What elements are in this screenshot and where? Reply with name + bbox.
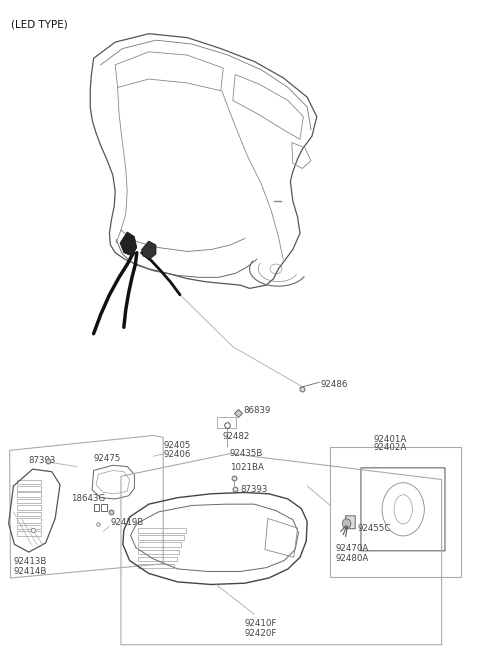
- Bar: [138, 528, 186, 533]
- Text: 87393: 87393: [240, 485, 267, 494]
- Bar: [17, 492, 41, 497]
- Bar: [17, 525, 41, 529]
- Bar: [17, 531, 41, 536]
- Text: 92405: 92405: [163, 441, 191, 450]
- Text: 1021BA: 1021BA: [230, 463, 264, 472]
- Bar: [138, 542, 181, 547]
- Bar: [17, 518, 41, 523]
- Bar: [17, 480, 41, 484]
- FancyBboxPatch shape: [346, 516, 355, 529]
- Text: 92406: 92406: [163, 450, 191, 459]
- Bar: [217, 417, 236, 428]
- Text: (LED TYPE): (LED TYPE): [11, 19, 67, 29]
- Text: 92401A: 92401A: [373, 435, 407, 444]
- Text: 92455C: 92455C: [358, 524, 391, 533]
- Bar: [138, 564, 174, 568]
- Text: 92475: 92475: [94, 454, 121, 463]
- Text: 87393: 87393: [29, 456, 56, 465]
- Bar: [17, 512, 41, 516]
- Text: 92410F: 92410F: [245, 619, 277, 628]
- Text: 92414B: 92414B: [13, 567, 47, 576]
- Bar: [17, 499, 41, 503]
- Bar: [101, 504, 107, 511]
- Text: 92482: 92482: [223, 432, 250, 441]
- Text: 86839: 86839: [244, 406, 271, 415]
- Polygon shape: [142, 241, 156, 259]
- Text: 92486: 92486: [321, 380, 348, 389]
- Text: 92480A: 92480A: [335, 554, 368, 563]
- Bar: [138, 535, 184, 540]
- Bar: [138, 550, 179, 554]
- Text: 92402A: 92402A: [373, 443, 407, 452]
- Bar: [17, 505, 41, 510]
- Text: 92413B: 92413B: [13, 557, 47, 566]
- Text: 92470A: 92470A: [335, 544, 368, 553]
- Ellipse shape: [342, 519, 351, 529]
- Bar: [94, 504, 99, 511]
- Text: 92419B: 92419B: [110, 518, 144, 527]
- Text: 18643G: 18643G: [71, 494, 105, 503]
- Bar: [138, 557, 177, 561]
- Text: 92435B: 92435B: [229, 449, 263, 458]
- Text: 92420F: 92420F: [245, 629, 277, 638]
- Bar: [17, 486, 41, 491]
- Polygon shape: [120, 232, 137, 256]
